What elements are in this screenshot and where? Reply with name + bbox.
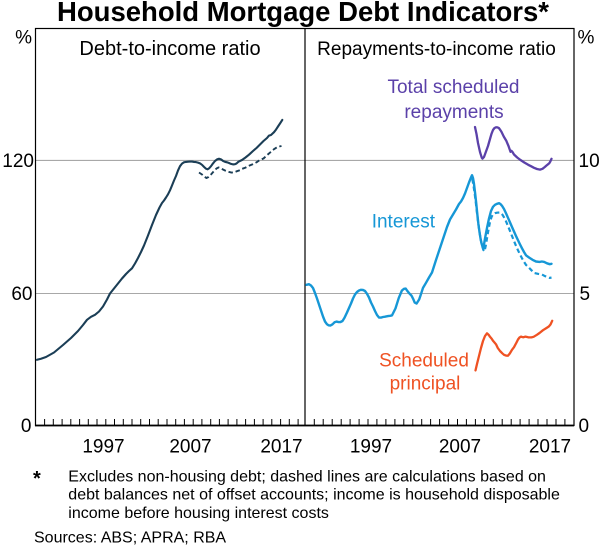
svg-text:1997: 1997 — [350, 437, 392, 458]
svg-text:0: 0 — [21, 416, 32, 437]
svg-text:*: * — [33, 468, 41, 490]
svg-text:Household Mortgage Debt Indica: Household Mortgage Debt Indicators* — [57, 0, 549, 27]
svg-text:2007: 2007 — [169, 437, 211, 458]
svg-text:10: 10 — [579, 151, 600, 172]
svg-text:60: 60 — [11, 284, 32, 305]
svg-text:repayments: repayments — [404, 102, 503, 123]
svg-text:debt balances net of offset ac: debt balances net of offset accounts; in… — [68, 487, 560, 504]
svg-text:Scheduled: Scheduled — [379, 351, 469, 372]
svg-text:5: 5 — [580, 284, 591, 305]
svg-text:2017: 2017 — [529, 437, 571, 458]
svg-text:2017: 2017 — [260, 437, 302, 458]
svg-text:1997: 1997 — [82, 437, 124, 458]
svg-text:principal: principal — [390, 374, 461, 395]
svg-text:Excludes non-housing debt; das: Excludes non-housing debt; dashed lines … — [68, 469, 546, 486]
svg-text:0: 0 — [579, 416, 590, 437]
svg-text:2007: 2007 — [439, 437, 481, 458]
svg-text:Debt-to-income ratio: Debt-to-income ratio — [79, 38, 260, 60]
svg-text:Interest: Interest — [372, 212, 436, 233]
svg-text:%: % — [578, 28, 595, 49]
svg-text:120: 120 — [2, 151, 34, 172]
svg-text:Repayments-to-income ratio: Repayments-to-income ratio — [317, 39, 556, 60]
svg-text:%: % — [15, 28, 32, 49]
svg-text:Sources: ABS; APRA; RBA: Sources: ABS; APRA; RBA — [34, 530, 226, 547]
svg-text:Total scheduled: Total scheduled — [387, 77, 519, 98]
svg-text:income before housing interest: income before housing interest costs — [68, 505, 329, 522]
